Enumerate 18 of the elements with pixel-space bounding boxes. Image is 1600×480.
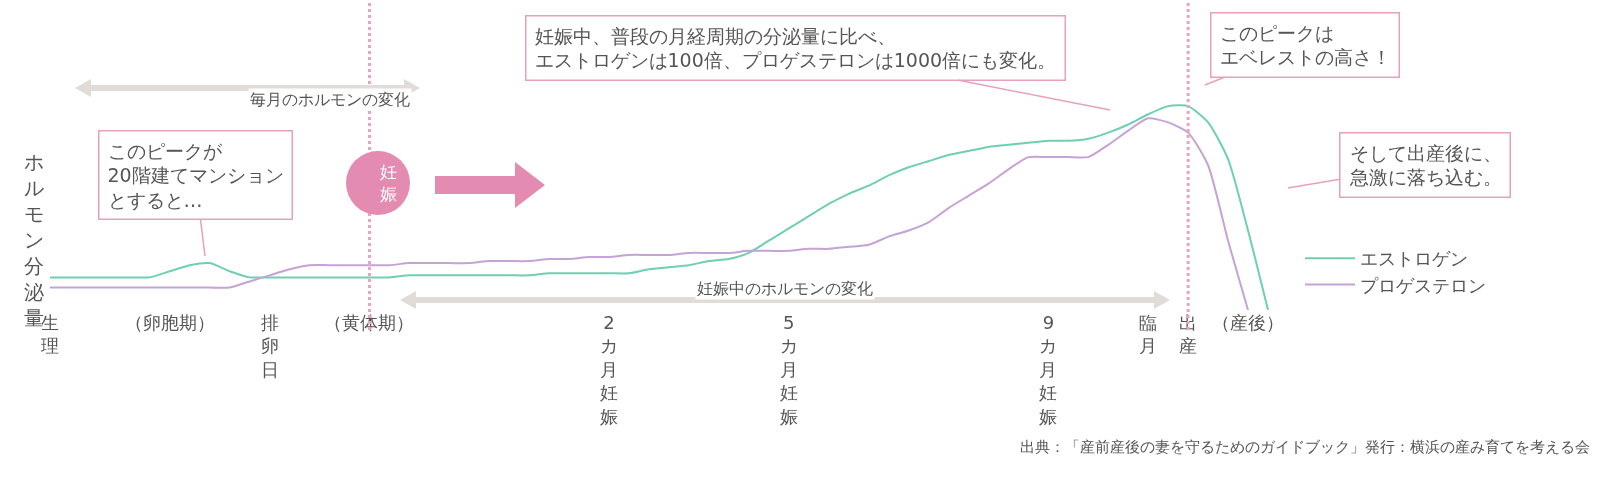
x-tick-label: 5カ月妊娠	[779, 312, 798, 427]
text: そして出産後に、急激に落ち込む。	[1348, 141, 1502, 189]
legend-label: プロゲステロン	[1360, 274, 1486, 296]
text: このピークはエベレストの高さ！	[1219, 21, 1391, 69]
annotation: 妊娠	[380, 162, 397, 205]
annotation: 妊娠中のホルモンの変化	[697, 279, 873, 298]
x-tick-label: 臨月	[1139, 312, 1158, 357]
text: 妊娠中、普段の月経周期の分泌量に比べ、エストロゲンは100倍、プロゲステロンは1000倍にも変化。	[534, 24, 1057, 72]
x-tick-label: 9カ月妊娠	[1039, 312, 1058, 427]
x-tick-label: 生理	[41, 312, 59, 357]
annotation: 毎月のホルモンの変化	[250, 90, 410, 109]
x-tick-label: 排卵日	[260, 312, 279, 380]
x-tick-label: 2カ月妊娠	[600, 312, 619, 427]
source-note: 出典：「産前産後の妻を守るためのガイドブック」発行：横浜の産み育てを考える会	[1020, 438, 1590, 456]
x-tick-label: （卵胞期）	[124, 312, 215, 333]
annotation: このピークが20階建てマンションとすると…	[107, 139, 284, 211]
legend-label: エストロゲン	[1360, 248, 1468, 270]
x-tick-label: （産後）	[1212, 312, 1285, 333]
